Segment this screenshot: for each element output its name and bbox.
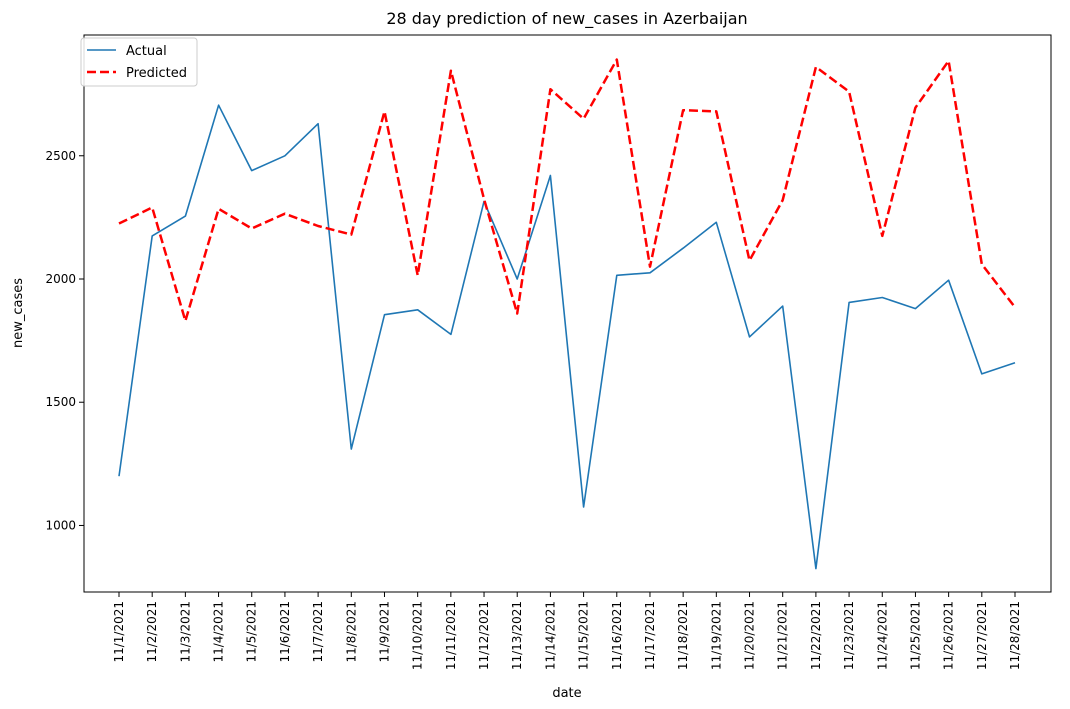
x-tick-label: 11/8/2021 bbox=[344, 601, 358, 663]
x-tick-label: 11/15/2021 bbox=[577, 601, 591, 670]
chart-title: 28 day prediction of new_cases in Azerba… bbox=[386, 9, 747, 29]
x-tick-label: 11/17/2021 bbox=[643, 601, 657, 670]
x-tick-label: 11/27/2021 bbox=[975, 601, 989, 670]
y-axis: 1000 1500 2000 2500 bbox=[45, 149, 84, 532]
x-tick-label: 11/22/2021 bbox=[809, 601, 823, 670]
x-tick-label: 11/23/2021 bbox=[842, 601, 856, 670]
x-tick-label: 11/5/2021 bbox=[245, 601, 259, 663]
legend-label: Actual bbox=[126, 44, 167, 59]
x-tick-label: 11/13/2021 bbox=[510, 601, 524, 670]
x-tick-label: 11/3/2021 bbox=[178, 601, 192, 663]
x-tick-label: 11/19/2021 bbox=[709, 601, 723, 670]
y-tick-label: 1500 bbox=[45, 395, 76, 409]
x-tick-label: 11/16/2021 bbox=[610, 601, 624, 670]
x-tick-label: 11/18/2021 bbox=[676, 601, 690, 670]
series-line-predicted bbox=[118, 58, 1016, 323]
x-tick-label: 11/28/2021 bbox=[1008, 601, 1022, 670]
y-axis-label: new_cases bbox=[11, 278, 26, 348]
x-tick-label: 11/21/2021 bbox=[776, 601, 790, 670]
legend-label: Predicted bbox=[126, 66, 187, 81]
x-tick-label: 11/12/2021 bbox=[477, 601, 491, 670]
y-tick-label: 2500 bbox=[45, 149, 76, 163]
y-tick-label: 1000 bbox=[45, 518, 76, 532]
legend: Actual Predicted bbox=[80, 37, 198, 87]
plot-area bbox=[83, 34, 1052, 593]
x-axis-label: date bbox=[552, 686, 581, 701]
x-tick-label: 11/2/2021 bbox=[145, 601, 159, 663]
x-tick-label: 11/11/2021 bbox=[444, 601, 458, 670]
x-tick-label: 11/1/2021 bbox=[112, 601, 126, 663]
x-tick-label: 11/9/2021 bbox=[377, 601, 391, 663]
x-tick-label: 11/10/2021 bbox=[411, 601, 425, 670]
y-tick-label: 2000 bbox=[45, 272, 76, 286]
series-line-actual bbox=[118, 104, 1016, 570]
x-tick-label: 11/24/2021 bbox=[875, 601, 889, 670]
x-tick-label: 11/20/2021 bbox=[743, 601, 757, 670]
x-tick-label: 11/14/2021 bbox=[543, 601, 557, 670]
x-tick-label: 11/6/2021 bbox=[278, 601, 292, 663]
x-tick-label: 11/26/2021 bbox=[942, 601, 956, 670]
x-tick-label: 11/7/2021 bbox=[311, 601, 325, 663]
x-axis: 11/1/2021 11/2/2021 11/3/2021 11/4/2021 11/5… bbox=[112, 592, 1022, 670]
series-layer bbox=[118, 58, 1016, 570]
x-tick-label: 11/25/2021 bbox=[908, 601, 922, 670]
x-tick-label: 11/4/2021 bbox=[212, 601, 226, 663]
